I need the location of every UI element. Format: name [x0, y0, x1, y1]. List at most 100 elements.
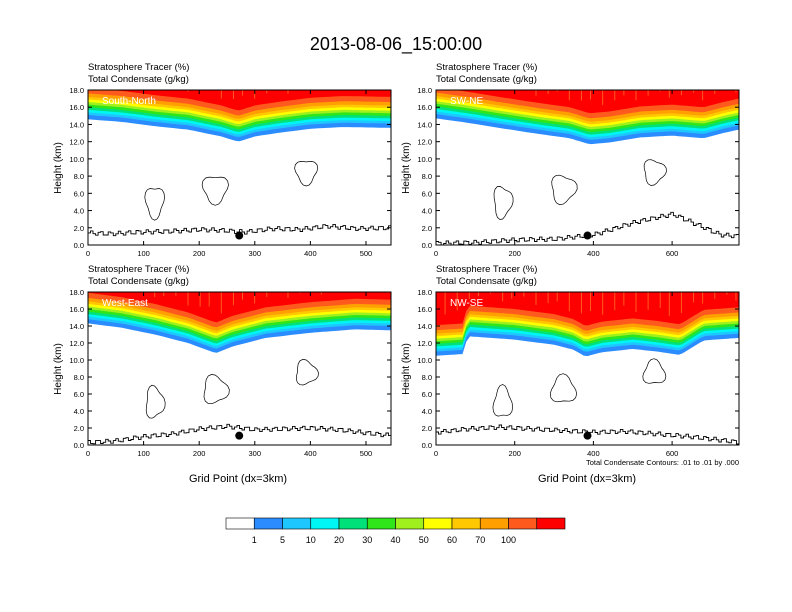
- tracer-band-11: [88, 90, 391, 111]
- panel-subtitle-condensate: Total Condensate (g/kg): [88, 276, 189, 287]
- tracer-band-11: [436, 90, 739, 114]
- x-tick-label: 100: [137, 449, 150, 458]
- colorbar-label: 40: [390, 535, 400, 545]
- y-tick-label: 0.0: [422, 241, 432, 250]
- y-tick-label: 2.0: [422, 424, 432, 433]
- y-axis-label: Height (km): [401, 343, 412, 395]
- y-tick-label: 0.0: [74, 241, 84, 250]
- x-tick-label: 0: [86, 249, 90, 258]
- colorbar-swatch: [225, 517, 255, 530]
- x-tick-label: 600: [666, 449, 679, 458]
- x-axis-label: Grid Point (dx=3km): [538, 473, 636, 485]
- colorbar-label: 20: [334, 535, 344, 545]
- colorbar-label: 70: [475, 535, 485, 545]
- colorbar-label: 5: [280, 535, 285, 545]
- colorbar-swatch: [282, 517, 312, 530]
- colorbar-swatch: [366, 517, 396, 530]
- panel-subtitle-tracer: Stratosphere Tracer (%): [436, 62, 537, 73]
- colorbar-label: 50: [419, 535, 429, 545]
- plot-area: [88, 292, 391, 445]
- colorbar-swatch: [423, 517, 453, 530]
- y-tick-label: 10.0: [417, 155, 432, 164]
- condensate-contour: [642, 358, 667, 384]
- panel-name: West-East: [102, 298, 148, 309]
- y-tick-label: 8.0: [74, 172, 84, 181]
- condensate-contour: [492, 384, 514, 417]
- condensate-contour: [203, 374, 230, 405]
- y-tick-label: 6.0: [74, 390, 84, 399]
- y-tick-label: 14.0: [69, 322, 84, 331]
- y-tick-label: 2.0: [74, 424, 84, 433]
- colorbar-swatch: [508, 517, 538, 530]
- colorbar-label: 100: [501, 535, 516, 545]
- condensate-contour: [144, 188, 165, 221]
- y-tick-label: 6.0: [74, 189, 84, 198]
- y-tick-label: 12.0: [417, 339, 432, 348]
- x-tick-label: 0: [434, 249, 438, 258]
- x-tick-label: 600: [666, 249, 679, 258]
- x-axis-label: Grid Point (dx=3km): [189, 473, 287, 485]
- y-tick-label: 18.0: [69, 288, 84, 297]
- x-tick-label: 0: [434, 449, 438, 458]
- panel-west-east: Stratosphere Tracer (%) Total Condensate…: [53, 264, 392, 485]
- x-tick-label: 500: [360, 249, 373, 258]
- location-marker: [235, 231, 244, 240]
- terrain-line: [88, 223, 391, 237]
- y-tick-label: 14.0: [417, 322, 432, 331]
- tracer-band-11: [88, 292, 391, 323]
- x-tick-label: 200: [193, 449, 206, 458]
- x-tick-label: 300: [249, 449, 262, 458]
- y-tick-label: 6.0: [422, 390, 432, 399]
- plot-frame: [87, 291, 392, 446]
- x-tick-label: 200: [508, 249, 521, 258]
- y-tick-label: 6.0: [422, 189, 432, 198]
- x-tick-label: 200: [193, 249, 206, 258]
- y-tick-label: 8.0: [74, 373, 84, 382]
- x-tick-label: 0: [86, 449, 90, 458]
- y-tick-label: 18.0: [417, 288, 432, 297]
- y-tick-label: 4.0: [74, 407, 84, 416]
- y-tick-label: 4.0: [422, 207, 432, 216]
- plot-area: [436, 90, 739, 245]
- x-tick-label: 400: [304, 249, 317, 258]
- panel-name: NW-SE: [450, 298, 483, 309]
- plot-frame: [435, 89, 740, 246]
- y-tick-label: 12.0: [69, 339, 84, 348]
- condensate-contour: [145, 384, 166, 419]
- y-tick-label: 10.0: [69, 155, 84, 164]
- colorbar-swatch: [395, 517, 425, 530]
- colorbar: 1 5 10 20 30 40 50 60 70 100: [225, 517, 566, 545]
- colorbar-label: 30: [362, 535, 372, 545]
- x-tick-label: 500: [360, 449, 373, 458]
- y-tick-label: 16.0: [417, 103, 432, 112]
- figure-title: 2013-08-06_15:00:00: [310, 34, 482, 55]
- condensate-contour: [551, 174, 578, 206]
- colorbar-swatch: [338, 517, 368, 530]
- panel-south-north: Stratosphere Tracer (%) Total Condensate…: [53, 62, 392, 258]
- panel-subtitle-tracer: Stratosphere Tracer (%): [88, 264, 189, 275]
- y-tick-label: 18.0: [69, 86, 84, 95]
- plot-area: [88, 90, 391, 245]
- y-tick-label: 16.0: [69, 103, 84, 112]
- colorbar-swatch: [253, 517, 283, 530]
- y-tick-label: 10.0: [417, 356, 432, 365]
- colorbar-label: 60: [447, 535, 457, 545]
- panel-name: South-North: [102, 96, 156, 107]
- x-tick-label: 300: [249, 249, 262, 258]
- panel-name: SW-NE: [450, 96, 483, 107]
- panel-subtitle-tracer: Stratosphere Tracer (%): [88, 62, 189, 73]
- x-tick-label: 200: [508, 449, 521, 458]
- panel-subtitle-condensate: Total Condensate (g/kg): [436, 276, 537, 287]
- colorbar-swatch: [310, 517, 340, 530]
- y-axis-label: Height (km): [53, 343, 64, 395]
- y-tick-label: 12.0: [69, 138, 84, 147]
- panel-subtitle-condensate: Total Condensate (g/kg): [436, 74, 537, 85]
- condensate-contour: [201, 176, 229, 206]
- plot-frame: [435, 291, 740, 446]
- condensate-contour: [643, 159, 667, 186]
- y-tick-label: 18.0: [417, 86, 432, 95]
- colorbar-swatch: [451, 517, 481, 530]
- y-tick-label: 8.0: [422, 373, 432, 382]
- panel-nw-se: Stratosphere Tracer (%) Total Condensate…: [401, 264, 740, 485]
